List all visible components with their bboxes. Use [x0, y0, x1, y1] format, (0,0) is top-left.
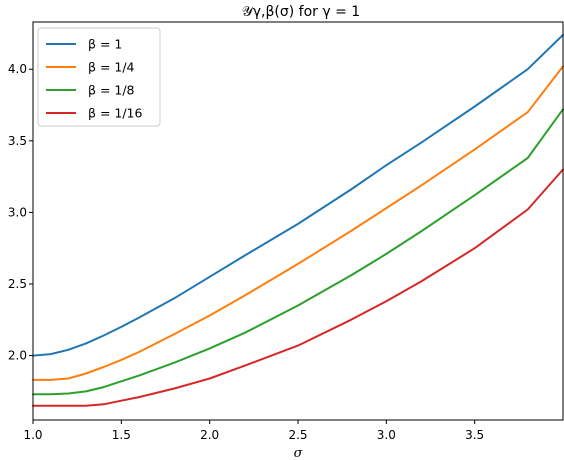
y-axis-ticks: 2.0 2.5 3.0 3.5 4.0	[8, 62, 33, 363]
chart-title: 𝒴γ,β(σ) for γ = 1	[242, 4, 360, 20]
y-tick-label: 2.5	[8, 277, 27, 291]
legend-label-1: β = 1	[88, 37, 122, 52]
x-tick-label: 2.5	[288, 428, 307, 442]
legend-label-2: β = 1/4	[88, 60, 135, 75]
x-tick-label: 3.5	[465, 428, 484, 442]
y-tick-label: 3.5	[8, 134, 27, 148]
y-tick-label: 4.0	[8, 62, 27, 76]
legend-box	[37, 27, 161, 127]
legend: β = 1 β = 1/4 β = 1/8 β = 1/16	[37, 27, 161, 127]
legend-label-3: β = 1/8	[88, 83, 135, 98]
series-line-3	[32, 108, 564, 396]
x-axis-label: σ	[294, 446, 304, 460]
x-tick-label: 1.0	[23, 428, 42, 442]
y-tick-label: 3.0	[8, 205, 27, 219]
x-axis-ticks: 1.0 1.5 2.0 2.5 3.0 3.5	[23, 420, 484, 442]
series-line-2	[32, 65, 564, 381]
x-tick-label: 1.5	[112, 428, 131, 442]
x-tick-label: 2.0	[200, 428, 219, 442]
y-tick-label: 2.0	[8, 349, 27, 363]
legend-label-4: β = 1/16	[88, 106, 143, 121]
series-layer	[32, 33, 564, 407]
series-line-1	[32, 33, 564, 357]
series-line-4	[32, 168, 564, 407]
x-tick-label: 3.0	[377, 428, 396, 442]
